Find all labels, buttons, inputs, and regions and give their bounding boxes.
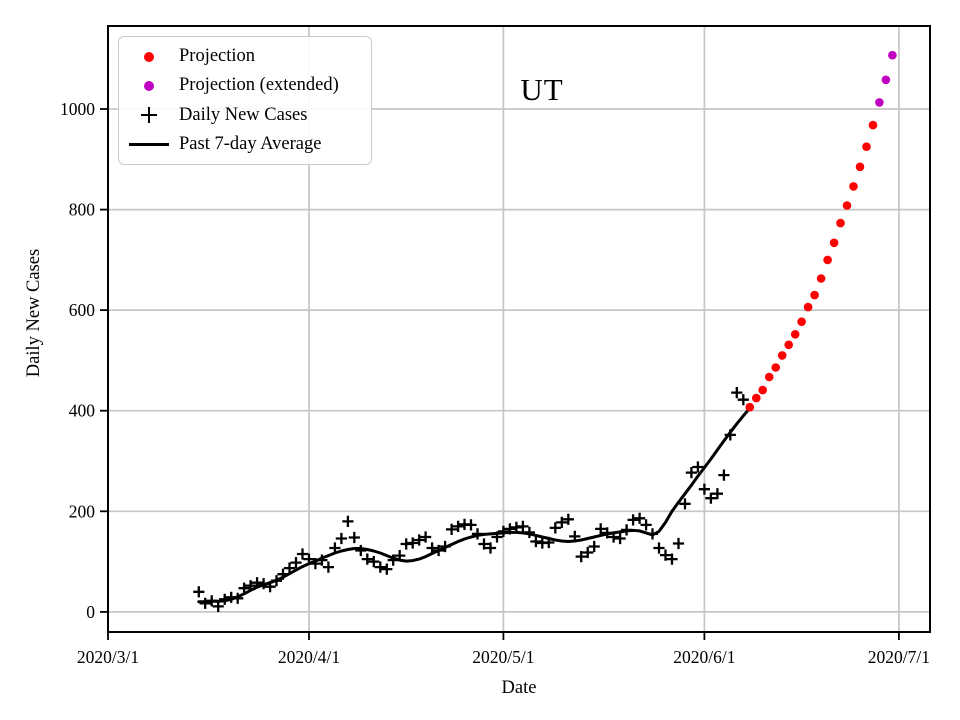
svg-text:2020/7/1: 2020/7/1 xyxy=(868,647,930,667)
svg-text:0: 0 xyxy=(86,602,95,622)
legend-item-daily-new-cases: Daily New Cases xyxy=(119,101,371,130)
line-marker-icon xyxy=(119,142,179,146)
svg-text:800: 800 xyxy=(69,200,96,220)
y-axis-label: Daily New Cases xyxy=(24,248,44,378)
svg-text:2020/4/1: 2020/4/1 xyxy=(278,647,340,667)
legend-item-past-7day-average: Past 7-day Average xyxy=(119,130,371,159)
plus-marker-icon xyxy=(119,107,179,124)
chart-title: UT xyxy=(520,72,564,107)
legend-item-label: Past 7-day Average xyxy=(179,133,322,154)
svg-text:400: 400 xyxy=(69,401,96,421)
legend: Projection Projection (extended) Daily N… xyxy=(118,36,372,165)
svg-text:1000: 1000 xyxy=(60,99,95,119)
projection-extended-dot-icon xyxy=(119,80,179,91)
svg-text:200: 200 xyxy=(69,501,96,521)
svg-text:2020/5/1: 2020/5/1 xyxy=(472,647,534,667)
projection-dot-icon xyxy=(119,51,179,62)
legend-item-projection-extended: Projection (extended) xyxy=(119,71,371,100)
svg-text:2020/6/1: 2020/6/1 xyxy=(673,647,735,667)
x-axis-label: Date xyxy=(501,678,537,698)
legend-item-label: Projection xyxy=(179,46,256,67)
svg-text:2020/3/1: 2020/3/1 xyxy=(77,647,139,667)
svg-text:600: 600 xyxy=(69,300,96,320)
legend-item-label: Projection (extended) xyxy=(179,75,339,96)
legend-item-label: Daily New Cases xyxy=(179,104,308,125)
legend-item-projection: Projection xyxy=(119,42,371,71)
